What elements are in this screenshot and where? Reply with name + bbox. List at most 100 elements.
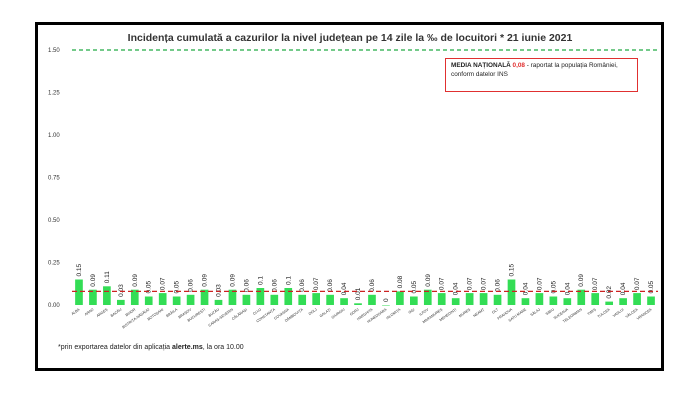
category-label: VÂLCEA <box>625 307 639 319</box>
y-tick-label: 0.00 <box>48 303 60 309</box>
bar <box>605 301 614 305</box>
category-label: ALBA <box>71 307 81 316</box>
value-label: 0.07 <box>313 277 320 290</box>
bar <box>298 294 307 305</box>
value-label: 0.15 <box>509 263 516 276</box>
bar <box>396 291 404 305</box>
bar <box>633 293 641 305</box>
bar <box>116 299 125 305</box>
category-label: NEAMȚ <box>473 307 486 318</box>
value-label: 0.03 <box>216 284 223 297</box>
y-tick-label: 0.75 <box>48 176 60 182</box>
bar <box>465 293 474 305</box>
value-label: 0.07 <box>536 277 543 290</box>
category-label: ILFOV <box>419 307 430 317</box>
category-label: BACĂU <box>110 307 123 318</box>
value-label: 0.09 <box>229 274 236 287</box>
category-label: BRĂILA <box>165 307 178 318</box>
bar <box>479 293 488 305</box>
value-label: 0.07 <box>481 277 488 290</box>
value-label: 0.1 <box>257 276 264 285</box>
bar <box>423 289 432 305</box>
bar <box>368 294 376 305</box>
category-label: BIHOR <box>125 307 137 317</box>
category-label: GIURGIU <box>331 307 346 319</box>
category-label: CLUJ <box>252 307 262 316</box>
bar <box>382 305 390 306</box>
value-label: 0.05 <box>411 280 418 293</box>
value-label: 0.06 <box>188 279 195 292</box>
value-label: 0.07 <box>160 277 167 290</box>
bar <box>591 293 600 305</box>
value-label: 0.15 <box>76 263 83 276</box>
bar <box>451 298 460 305</box>
value-label: 0.1 <box>285 276 292 285</box>
category-label: ARGEȘ <box>96 307 109 318</box>
bar <box>242 294 251 305</box>
bar <box>89 289 97 305</box>
chart-title: Incidența cumulată a cazurilor la nivel … <box>127 32 573 44</box>
y-tick-label: 1.50 <box>48 48 60 54</box>
bar <box>549 296 558 305</box>
bar <box>228 289 237 305</box>
bar <box>535 293 544 305</box>
value-label: 0.02 <box>606 286 613 299</box>
value-label: 0.09 <box>132 274 139 287</box>
value-label: 0.11 <box>104 271 111 284</box>
value-label: 0.04 <box>522 282 529 295</box>
y-tick-label: 0.25 <box>48 261 60 267</box>
bar <box>158 293 167 305</box>
bar <box>284 288 293 305</box>
value-label: 0 <box>383 298 390 302</box>
value-label: 0.05 <box>648 280 655 293</box>
value-label: 0.07 <box>592 277 599 290</box>
bar <box>521 298 530 305</box>
value-label: 0.06 <box>327 279 334 292</box>
value-label: 0.06 <box>271 279 278 292</box>
value-label: 0.09 <box>578 274 585 287</box>
bar <box>326 294 334 305</box>
bar <box>130 289 139 305</box>
category-label: IALOMIȚA <box>385 307 402 320</box>
value-label: 0.07 <box>634 277 641 290</box>
note-source: conform datelor INS <box>451 70 508 78</box>
bar <box>103 286 111 305</box>
category-label: GORJ <box>349 307 360 316</box>
bar <box>172 296 181 305</box>
note-value: 0,08 <box>512 62 525 69</box>
national-average-note: MEDIA NAȚIONALĂ 0,08 - raportat la popul… <box>445 58 638 92</box>
bar <box>619 298 627 305</box>
value-label: 0.05 <box>146 280 153 293</box>
y-tick-label: 1.25 <box>48 91 60 97</box>
value-label: 0.05 <box>174 280 181 293</box>
value-label: 0.04 <box>341 282 348 295</box>
category-label: MUREȘ <box>458 307 471 318</box>
footnote-rest: , la ora 10.00 <box>202 344 244 351</box>
bar <box>437 293 446 305</box>
value-label: 0.09 <box>425 274 432 287</box>
bar <box>493 294 502 305</box>
y-tick-label: 0.50 <box>48 218 60 224</box>
bar <box>256 288 265 305</box>
category-label: OLT <box>491 307 499 315</box>
bar <box>647 296 655 305</box>
category-label: CĂLĂRAȘI <box>231 308 248 321</box>
value-label: 0.09 <box>90 274 97 287</box>
bar <box>340 298 348 305</box>
value-label: 0.05 <box>550 280 557 293</box>
value-label: 0.06 <box>299 279 306 292</box>
bar <box>409 296 418 305</box>
value-label: 0.04 <box>620 282 627 295</box>
bar <box>270 294 279 305</box>
category-label: TULCEA <box>597 307 611 319</box>
bar <box>200 289 209 305</box>
value-label: 0.09 <box>202 274 209 287</box>
bar <box>75 279 83 305</box>
footnote: *prin exportarea datelor din aplicația a… <box>58 344 244 351</box>
footnote-app: alerte.ms <box>172 344 203 351</box>
value-label: 0.04 <box>564 282 571 295</box>
value-label: 0.04 <box>453 282 460 295</box>
value-label: 0.03 <box>118 284 125 297</box>
value-label: 0.06 <box>495 279 502 292</box>
